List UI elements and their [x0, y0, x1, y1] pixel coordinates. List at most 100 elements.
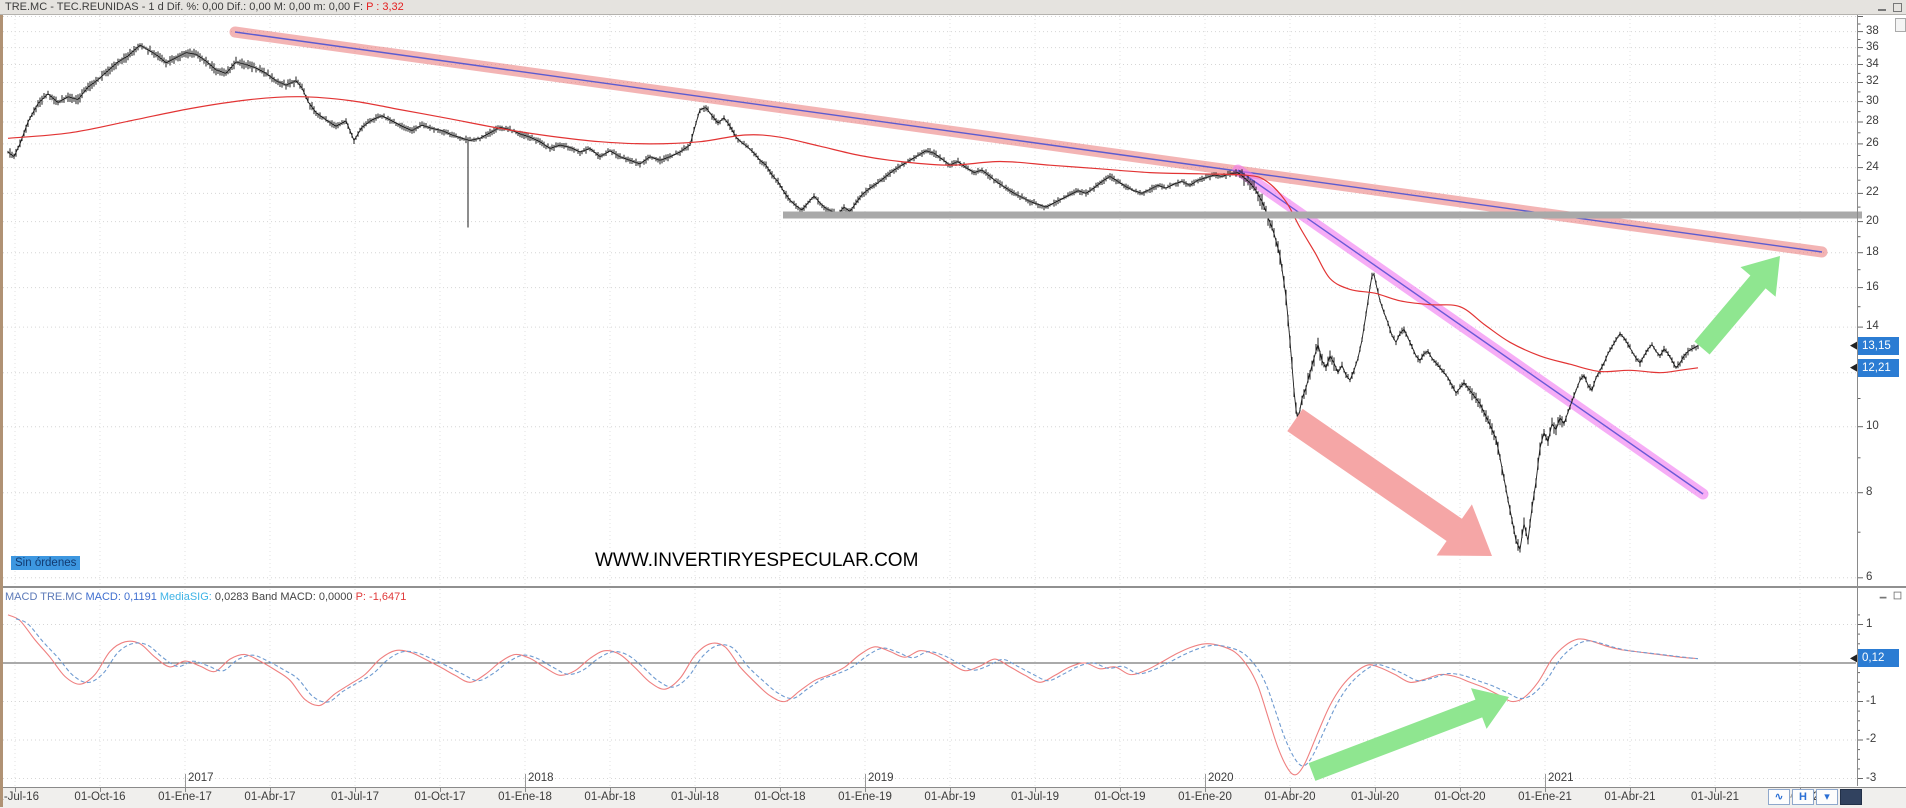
tag-pointer	[1850, 654, 1857, 663]
year-label: 2020	[1208, 772, 1234, 784]
date-tick	[355, 788, 356, 792]
year-tick	[525, 774, 526, 787]
date-tick	[185, 788, 186, 792]
date-tick	[865, 788, 866, 792]
date-axis: 01-Jul-16 01-Oct-16 01-Ene-17 01-Abr-17 01-J…	[0, 787, 1906, 808]
moving-average-line	[7, 96, 1699, 374]
macd-value-tag: 0,12	[1858, 649, 1899, 668]
date-tick	[1290, 788, 1291, 792]
window-controls	[1878, 3, 1902, 12]
price-axis-label: 22	[1866, 186, 1879, 199]
year-label: 2017	[188, 772, 214, 784]
last-price-tag: 13,15	[1858, 336, 1899, 355]
date-tick	[15, 788, 16, 792]
line-chart-tool-button[interactable]: ∿	[1768, 789, 1790, 805]
date-tick	[1375, 788, 1376, 792]
price-axis-label: 38	[1866, 24, 1879, 37]
price-axis-label: 18	[1866, 245, 1879, 258]
price-axis-label: 34	[1866, 57, 1879, 70]
date-tick	[950, 788, 951, 792]
date-axis-label: 01-Jul-17	[331, 791, 379, 803]
corner-tool-button[interactable]	[1840, 789, 1862, 805]
date-tick	[440, 788, 441, 792]
panel-divider[interactable]	[0, 586, 1906, 588]
maximize-icon[interactable]	[1893, 3, 1902, 12]
date-tick	[1630, 788, 1631, 792]
date-axis-label: 01-Jul-19	[1011, 791, 1059, 803]
price-axis-label: 30	[1866, 94, 1879, 107]
year-tick	[1545, 774, 1546, 787]
macd-plot-area	[3, 589, 1856, 786]
date-axis-label: 01-Jul-21	[1691, 791, 1739, 803]
date-axis-label: 01-Abr-21	[1604, 791, 1656, 803]
year-tick	[185, 774, 186, 787]
date-axis-label: 01-Oct-16	[74, 791, 126, 803]
title-price-value: P : 3,32	[366, 1, 404, 13]
macd-header-part: 0,1191	[120, 591, 160, 603]
green-up-arrow[interactable]	[1694, 256, 1780, 355]
date-tick	[1205, 788, 1206, 792]
date-axis-label: 01-Abr-18	[584, 791, 636, 803]
date-tick	[100, 788, 101, 792]
tag-pointer	[1850, 341, 1857, 350]
macd-header-part: P: -1,6471	[355, 591, 407, 603]
chart-title-bar: TRE.MC - TEC.REUNIDAS - 1 d Dif. %: 0,00…	[0, 0, 1906, 15]
date-tick	[695, 788, 696, 792]
date-axis-label: 01-Jul-20	[1351, 791, 1399, 803]
date-tick	[610, 788, 611, 792]
no-orders-badge[interactable]: Sin órdenes	[11, 556, 81, 570]
macd-panel-controls	[1879, 591, 1902, 600]
macd-indicator-header: MACD TRE.MC MACD: 0,1191 MediaSIG: 0,028…	[5, 591, 406, 603]
date-tick	[270, 788, 271, 792]
date-tick	[780, 788, 781, 792]
price-axis-label: 36	[1866, 40, 1879, 53]
price-axis-label: 6	[1866, 570, 1873, 583]
macd-header-part: Band MACD:	[251, 591, 316, 603]
macd-header-part: 0,0000	[315, 591, 356, 603]
year-tick	[1205, 774, 1206, 787]
macd-axis-label: 1	[1866, 617, 1873, 630]
price-axis-label: 28	[1866, 115, 1879, 127]
date-axis-label: 01-Abr-20	[1264, 791, 1316, 803]
small-tool-button[interactable]: ▾	[1816, 789, 1838, 805]
minimize-icon[interactable]	[1878, 3, 1887, 12]
macd-header-part: MACD:	[85, 591, 121, 603]
price-axis-label: 20	[1866, 214, 1879, 227]
date-axis-label: 01-Oct-19	[1094, 791, 1146, 803]
right-axis-line	[1857, 15, 1858, 786]
price-plot-area	[3, 15, 1856, 585]
date-tick	[1460, 788, 1461, 792]
macd-axis-label: -2	[1866, 733, 1877, 745]
tag-pointer	[1850, 363, 1857, 372]
date-axis-label: 01-Oct-18	[754, 791, 806, 803]
date-axis-label: 01-Jul-18	[671, 791, 719, 803]
date-tick	[1545, 788, 1546, 792]
window-left-border	[0, 0, 3, 807]
date-axis-label: 01-Ene-18	[498, 791, 552, 803]
instrument-title: TRE.MC - TEC.REUNIDAS - 1 d Dif. %: 0,00…	[5, 1, 367, 13]
date-axis-label: 01-Jul-16	[0, 791, 39, 803]
date-tick	[525, 788, 526, 792]
price-axis-label: 24	[1866, 160, 1879, 173]
macd-header-part: MACD TRE.MC	[5, 591, 86, 603]
chart-corner-icon[interactable]	[1895, 18, 1906, 32]
date-axis-label: 01-Ene-20	[1178, 791, 1232, 803]
green-up-arrow-macd[interactable]	[1308, 688, 1509, 781]
macd-axis-label: -1	[1866, 694, 1877, 707]
red-down-arrow[interactable]	[1287, 408, 1492, 556]
price-axis-label: 10	[1866, 419, 1879, 432]
macd-signal-line	[15, 618, 1699, 767]
year-label: 2021	[1548, 772, 1574, 784]
year-label: 2018	[528, 772, 554, 784]
macd-minimize-icon[interactable]	[1879, 592, 1888, 600]
date-axis-label: 01-Abr-17	[244, 791, 296, 803]
date-axis-label: 01-Ene-21	[1518, 791, 1572, 803]
date-tick	[1715, 788, 1716, 792]
macd-axis-label: -3	[1866, 771, 1877, 784]
price-axis-label: 32	[1866, 75, 1879, 88]
date-axis-label: 01-Ene-17	[158, 791, 212, 803]
price-axis-label: 26	[1866, 136, 1879, 149]
histogram-tool-button[interactable]: H	[1792, 789, 1814, 805]
macd-maximize-icon[interactable]	[1893, 591, 1902, 600]
